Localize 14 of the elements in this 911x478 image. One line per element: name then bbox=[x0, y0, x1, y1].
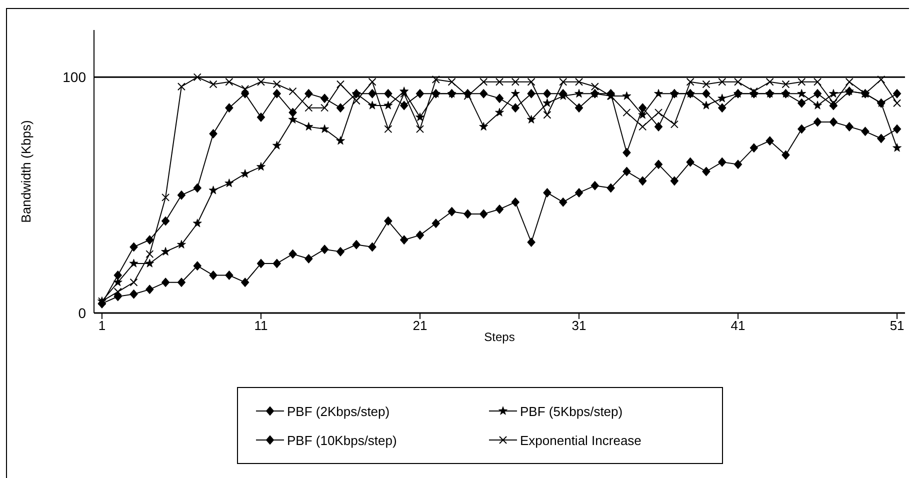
y-tick-label: 100 bbox=[62, 69, 86, 86]
y-tick-label: 0 bbox=[78, 304, 86, 321]
x-tick-label: 21 bbox=[412, 318, 428, 334]
legend-label: PBF (10Kbps/step) bbox=[287, 432, 397, 448]
x-tick-label: 41 bbox=[730, 318, 746, 334]
x-tick-label: 31 bbox=[572, 318, 586, 334]
y-axis-title: Bandwidth (Kbps) bbox=[18, 120, 34, 223]
x-tick-label: 51 bbox=[890, 318, 904, 334]
legend-label: PBF (2Kbps/step) bbox=[287, 404, 390, 418]
legend-label: Exponential Increase bbox=[520, 432, 642, 448]
x-axis-title: Steps bbox=[484, 330, 515, 344]
legend-label: PBF (5Kbps/step) bbox=[520, 404, 623, 418]
x-tick-label: 11 bbox=[254, 318, 268, 334]
x-tick-label: 1 bbox=[98, 318, 106, 334]
